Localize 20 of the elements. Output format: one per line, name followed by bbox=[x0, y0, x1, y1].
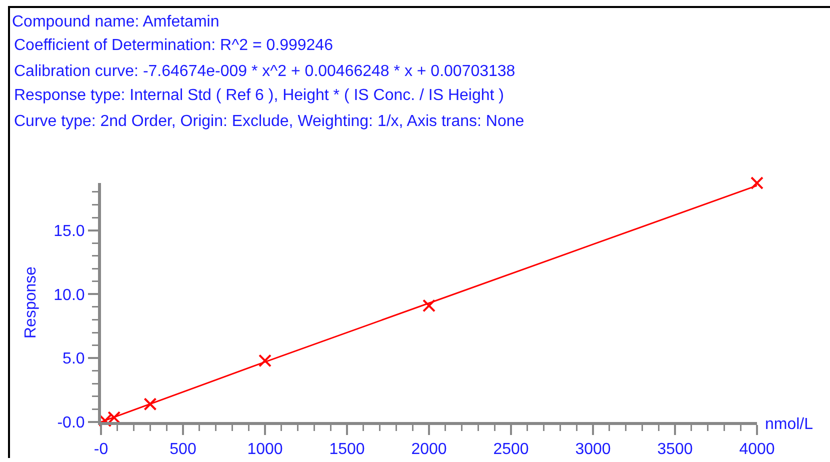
text: Response type: Internal Std ( Ref 6 ), Height * ( IS Conc. / IS Height ) bbox=[14, 87, 504, 104]
y-tick-label: 15.0 bbox=[54, 222, 85, 240]
text: Curve type: 2nd Order, Origin: Exclude, Weighting: 1/x, Axis trans: None bbox=[14, 113, 524, 130]
x-tick-label: 3500 bbox=[657, 441, 693, 458]
text: Calibration curve: -7.64674e-009 * x^2 + 0.00466248 * x + 0.00703138 bbox=[14, 63, 516, 80]
y-tick-label: 5.0 bbox=[62, 350, 85, 368]
x-axis-title: nmol/L bbox=[765, 416, 814, 433]
y-tick-label: -0.0 bbox=[57, 414, 85, 432]
x-tick-label: 1000 bbox=[247, 441, 283, 458]
chart-title: Compound name: Amfetamin bbox=[12, 14, 220, 31]
x-tick-label: 3000 bbox=[575, 441, 611, 458]
x-tick-label: -0 bbox=[94, 441, 108, 458]
x-tick-label: 4000 bbox=[739, 441, 775, 458]
y-tick-label: 10.0 bbox=[54, 286, 85, 304]
x-tick-label: 1500 bbox=[329, 441, 365, 458]
text: Coefficient of Determination: R^2 = 0.999246 bbox=[14, 37, 334, 54]
x-tick-label: 2000 bbox=[411, 441, 447, 458]
x-tick-label: 500 bbox=[170, 441, 196, 458]
y-axis-title: Response bbox=[22, 266, 40, 339]
x-tick-label: 2500 bbox=[493, 441, 529, 458]
